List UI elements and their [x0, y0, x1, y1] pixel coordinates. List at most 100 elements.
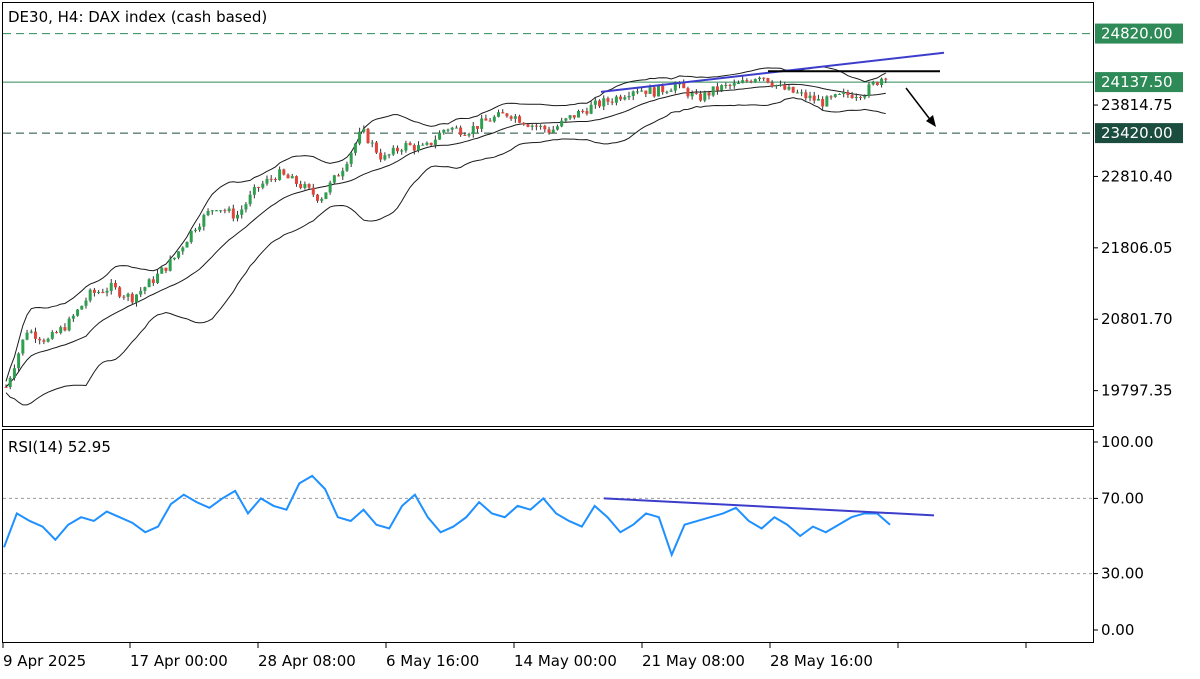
- candle-body: [875, 82, 879, 85]
- level-label: 24820.00: [1101, 25, 1173, 43]
- candle-body: [720, 85, 724, 91]
- candle-body: [4, 386, 8, 388]
- candle-body: [471, 126, 475, 134]
- candle-body: [821, 98, 825, 107]
- candle-body: [168, 259, 172, 271]
- arrow-shaft: [905, 87, 933, 123]
- candle-body: [467, 133, 471, 136]
- candle-body: [46, 338, 50, 342]
- candle-body: [867, 84, 871, 96]
- candle-body: [156, 273, 160, 283]
- candle-body: [433, 139, 437, 145]
- candle-body: [193, 229, 197, 231]
- candle-body: [92, 289, 96, 293]
- candle-body: [417, 145, 421, 151]
- candle-body: [231, 208, 235, 219]
- candle-body: [488, 120, 492, 122]
- candle-body: [349, 152, 353, 164]
- candle-body: [278, 169, 282, 181]
- candle-body: [257, 187, 261, 189]
- candle-body: [598, 100, 602, 107]
- chart-title: DE30, H4: DAX index (cash based): [8, 8, 267, 26]
- candle-body: [316, 194, 320, 201]
- candle-body: [446, 129, 450, 131]
- candle-body: [635, 91, 639, 93]
- candle-body: [644, 90, 648, 94]
- candle-body: [808, 95, 812, 99]
- candle-body: [812, 95, 816, 101]
- candle-body: [619, 96, 623, 100]
- candle-body: [522, 122, 526, 125]
- candle-body: [374, 142, 378, 153]
- candle-body: [269, 178, 273, 180]
- candle-body: [223, 210, 227, 212]
- candle-body: [518, 116, 522, 123]
- candle-body: [320, 198, 324, 201]
- candle-body: [736, 83, 740, 85]
- candle-body: [328, 182, 332, 193]
- candle-body: [248, 194, 252, 205]
- candle-body: [113, 282, 117, 288]
- rsi-line: [3, 474, 935, 558]
- candle-body: [425, 142, 429, 145]
- candle-body: [800, 92, 804, 94]
- candle-body: [623, 97, 627, 100]
- arrow-head: [926, 115, 936, 127]
- candle-body: [829, 96, 833, 98]
- candle-body: [143, 287, 147, 291]
- candle-body: [749, 81, 753, 83]
- candle-body: [606, 98, 610, 102]
- candle-body: [370, 142, 374, 144]
- candle-body: [206, 211, 210, 216]
- candle-body: [151, 279, 155, 283]
- x-tick-label: 28 Apr 08:00: [258, 652, 356, 670]
- candle-body: [84, 300, 88, 306]
- level-label-box: [1095, 123, 1183, 144]
- candle-body: [164, 267, 168, 271]
- candle-body: [71, 315, 75, 319]
- candle-body: [711, 86, 715, 96]
- candle-body: [337, 175, 341, 177]
- candle-body: [686, 88, 690, 97]
- candle-body: [724, 84, 728, 86]
- candle-body: [21, 339, 25, 354]
- candle-body: [379, 152, 383, 160]
- x-tick-label: 9 Apr 2025: [3, 652, 86, 670]
- candle-body: [76, 309, 80, 316]
- candle-body: [429, 142, 433, 145]
- candle-body: [682, 82, 686, 89]
- x-tick-label: 28 May 16:00: [770, 652, 873, 670]
- candle-body: [450, 127, 454, 130]
- candle-body: [8, 378, 12, 387]
- candle-body: [210, 210, 214, 212]
- candle-body: [25, 332, 29, 340]
- x-tick-label: 17 Apr 00:00: [130, 652, 228, 670]
- candle-body: [564, 118, 568, 121]
- candle-body: [236, 214, 240, 219]
- candle-body: [134, 294, 138, 303]
- candle-body: [779, 84, 783, 86]
- candle-body: [703, 92, 707, 101]
- bollinger-middle: [5, 83, 886, 388]
- candle-body: [332, 175, 336, 183]
- candle-body: [404, 143, 408, 151]
- candle-body: [408, 143, 412, 146]
- candle-body: [29, 331, 33, 333]
- candle-body: [299, 183, 303, 188]
- candle-body: [172, 257, 176, 260]
- candle-body: [859, 96, 863, 98]
- candle-body: [501, 112, 505, 114]
- candle-body: [240, 209, 244, 215]
- candle-body: [656, 85, 660, 97]
- level-label-box: [1095, 23, 1183, 44]
- candle-body: [97, 291, 101, 293]
- bollinger-bands: [5, 66, 887, 406]
- candle-body: [282, 169, 286, 175]
- candle-body: [732, 83, 736, 86]
- price-levels: [3, 33, 1093, 134]
- candle-body: [661, 85, 665, 93]
- candle-body: [602, 98, 606, 107]
- level-label: 24137.50: [1101, 73, 1173, 91]
- candle-body: [576, 110, 580, 118]
- candle-body: [505, 113, 509, 117]
